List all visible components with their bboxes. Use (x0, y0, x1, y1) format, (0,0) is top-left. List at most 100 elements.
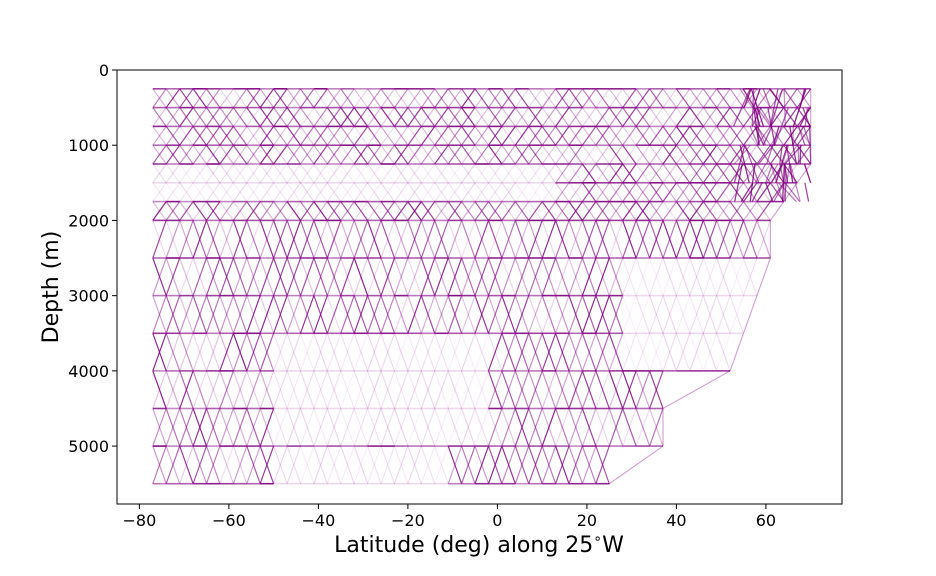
profile-segment (514, 408, 530, 447)
profile-segment (326, 445, 342, 484)
profile-segment (461, 257, 476, 296)
profile-segment (407, 126, 422, 146)
profile-segment (447, 333, 463, 372)
profile-segment (179, 295, 194, 334)
profile-segment (716, 333, 731, 372)
profile-segment (649, 220, 664, 259)
profile-segment (367, 257, 382, 296)
profile-segment (474, 370, 490, 409)
profile-segment (773, 182, 785, 202)
profile-segment (447, 201, 463, 221)
profile-segment (649, 182, 664, 202)
profile-segment (407, 220, 422, 259)
profile-segment (394, 201, 409, 221)
profile-segment (675, 88, 691, 108)
profile-segment (165, 126, 181, 146)
profile-segment (689, 144, 704, 165)
profile-segment (205, 220, 221, 259)
profile-segment (380, 144, 395, 165)
profile-segment (528, 107, 543, 127)
profile-segment (340, 333, 355, 372)
profile-segment (246, 333, 261, 372)
profile-segment (581, 144, 597, 165)
profile-segment (300, 163, 315, 184)
profile-segment (689, 182, 704, 202)
profile-segment (340, 220, 355, 259)
profile-segment (675, 163, 691, 184)
profile-segment (608, 126, 624, 146)
profile-segment (380, 88, 395, 108)
profile-segment (649, 126, 664, 146)
profile-segment (514, 182, 530, 202)
profile-segment (675, 163, 691, 184)
profile-segment (702, 257, 718, 296)
profile-segment (447, 220, 463, 259)
profile-segment (367, 445, 382, 484)
profile-segment (340, 144, 355, 165)
profile-segment (461, 370, 476, 409)
profile-segment (246, 370, 261, 409)
profile-segment (192, 257, 208, 296)
profile-segment (232, 220, 248, 259)
profile-segment (756, 220, 771, 259)
profile-segment (380, 333, 396, 372)
profile-segment (501, 182, 516, 202)
profile-segment (777, 182, 797, 203)
profile-segment (447, 107, 463, 127)
profile-segment (675, 220, 691, 259)
profile-segment (662, 295, 677, 334)
profile-segment (340, 107, 355, 127)
profile-segment (273, 295, 288, 334)
profile-segment (420, 445, 436, 484)
x-tick-label: 40 (666, 511, 686, 530)
profile-segment (165, 144, 181, 165)
profile-segment (299, 295, 315, 334)
profile-segment (367, 182, 382, 202)
profile-segment (179, 445, 194, 484)
x-tick-label: −20 (391, 511, 425, 530)
profile-segment (689, 182, 704, 202)
profile-segment (340, 126, 355, 146)
profile-segment (313, 201, 328, 221)
profile-segment (487, 445, 503, 484)
profile-segment (286, 163, 301, 184)
profile-segment (165, 295, 181, 334)
profile-segment (152, 163, 167, 184)
profile-segment (689, 333, 704, 372)
profile-segment (340, 408, 355, 447)
profile-segment (165, 408, 181, 447)
profile-segment (353, 201, 369, 221)
profile-segment (273, 220, 288, 259)
profile-segment (541, 201, 557, 221)
profile-segment (367, 182, 382, 202)
profile-segment (353, 445, 369, 484)
profile-segment (528, 201, 543, 221)
profile-segment (380, 182, 395, 202)
profile-segment (367, 408, 382, 447)
profile-segment (595, 126, 610, 146)
profile-segment (326, 107, 342, 127)
profile-segment (689, 333, 704, 372)
profile-segment (501, 408, 516, 447)
profile-segment (501, 333, 516, 372)
profile-segment (300, 182, 315, 202)
y-tick-label: 5000 (68, 437, 109, 456)
profile-segment (662, 163, 677, 184)
profile-segment (179, 257, 194, 296)
profile-segment (595, 163, 610, 184)
profile-segment (273, 182, 288, 202)
profile-segment (608, 333, 624, 372)
profile-segment (434, 144, 449, 165)
profile-segment (447, 107, 463, 127)
profile-segment (555, 408, 570, 447)
profile-segment (300, 126, 315, 146)
profile-segment (501, 333, 516, 372)
profile-segment (232, 370, 248, 409)
profile-segment (635, 408, 651, 447)
profile-segment (541, 126, 557, 146)
profile-segment (246, 220, 261, 259)
profile-segment (635, 295, 651, 334)
profile-segment (219, 201, 234, 221)
profile-segment (649, 370, 664, 409)
profile-segment (367, 126, 382, 146)
